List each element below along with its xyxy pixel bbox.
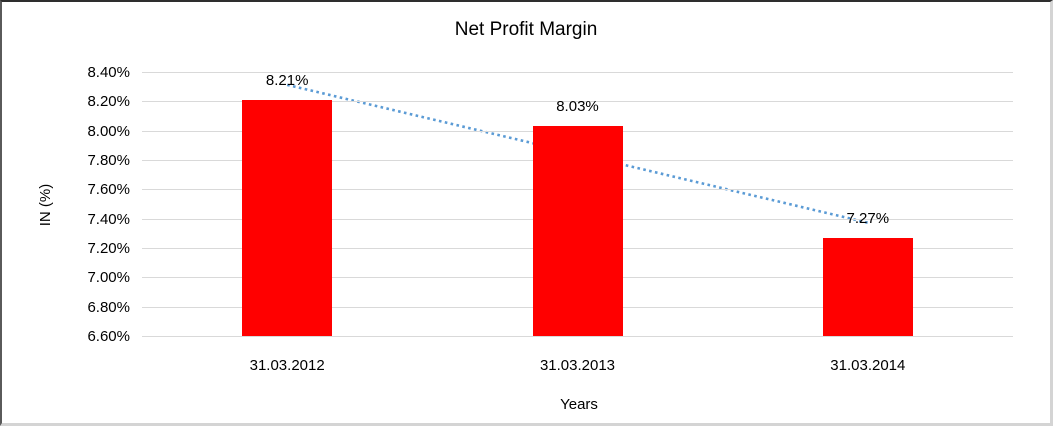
gridline bbox=[142, 72, 1013, 73]
y-axis-tick-label: 7.20% bbox=[87, 240, 130, 257]
bar-value-label: 8.21% bbox=[265, 71, 309, 89]
bar bbox=[822, 237, 913, 336]
bar-value-label: 8.03% bbox=[556, 98, 599, 116]
y-axis-tick-label: 6.80% bbox=[87, 298, 130, 316]
y-axis-tick-label: 8.40% bbox=[87, 64, 130, 81]
y-axis-tick-label: 7.00% bbox=[87, 269, 130, 287]
gridline bbox=[142, 101, 1013, 103]
x-axis-title: Years bbox=[560, 396, 598, 413]
y-axis-tick-label: 8.20% bbox=[87, 93, 130, 111]
gridline bbox=[142, 336, 1013, 337]
bar bbox=[242, 99, 333, 336]
bar bbox=[532, 126, 623, 336]
y-axis-tick-label: 6.60% bbox=[87, 328, 130, 345]
bar-value-label: 7.27% bbox=[846, 209, 890, 227]
y-axis-tick-label: 7.80% bbox=[87, 152, 130, 169]
x-axis-tick-label: 31.03.2014 bbox=[830, 357, 906, 374]
y-axis-tick-label: 7.60% bbox=[87, 181, 130, 199]
chart-title: Net Profit Margin bbox=[454, 19, 598, 40]
y-axis-tick-label: 8.00% bbox=[87, 122, 130, 140]
x-axis-tick-label: 31.03.2013 bbox=[539, 357, 616, 374]
x-axis-tick-label: 31.03.2012 bbox=[249, 357, 325, 374]
y-axis-tick-label: 7.40% bbox=[87, 210, 130, 228]
plot-area bbox=[142, 72, 1013, 337]
